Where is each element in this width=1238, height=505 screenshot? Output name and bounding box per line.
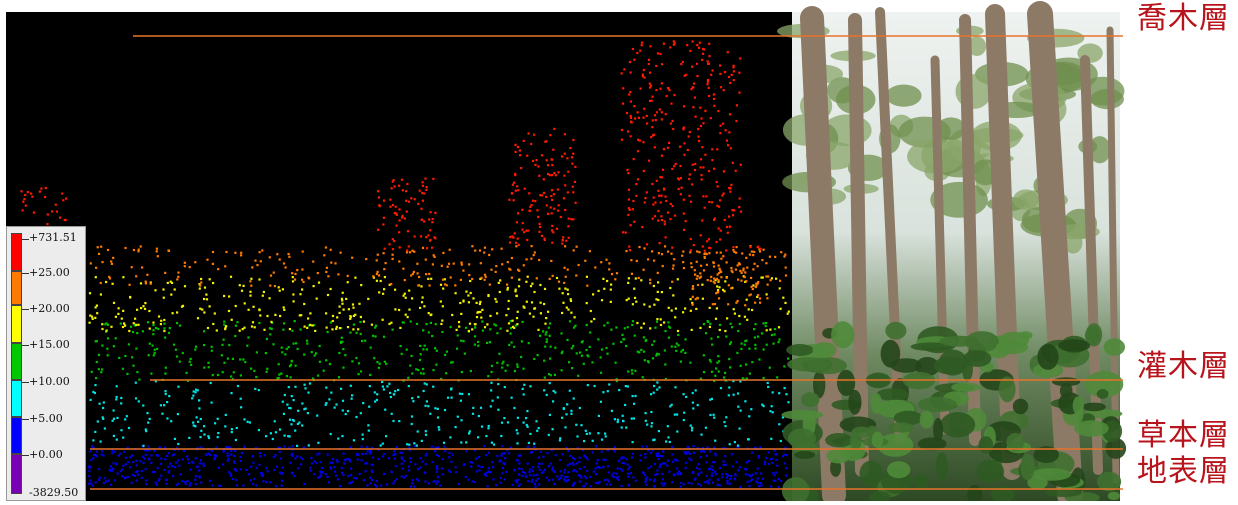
legend-label: +10.00 (29, 375, 70, 388)
legend-tick (22, 455, 29, 456)
legend-label: +25.00 (29, 266, 70, 279)
legend-tick (22, 419, 29, 420)
label-herb-layer: 草本層 (1137, 418, 1230, 453)
label-canopy-layer: 喬木層 (1137, 1, 1230, 36)
forest-photo (777, 1, 1127, 505)
height-color-legend: +731.51 +25.00 +20.00 +15.00 +10.00 +5.0… (6, 226, 86, 501)
legend-swatch-purple (11, 454, 22, 494)
legend-label: +0.00 (29, 448, 63, 461)
label-ground-layer: 地表層 (1137, 454, 1230, 489)
lidar-point-cloud (20, 40, 791, 489)
legend-swatch-cyan (11, 380, 22, 417)
legend-swatch-orange (11, 271, 22, 305)
legend-label: -3829.50 (29, 486, 79, 499)
legend-label: +20.00 (29, 302, 70, 315)
legend-tick (22, 309, 29, 310)
legend-swatch-blue (11, 417, 22, 454)
legend-tick (22, 345, 29, 346)
legend-swatch-green (11, 343, 22, 380)
legend-tick (22, 382, 29, 383)
legend-swatch-yellow (11, 305, 22, 343)
legend-label: +5.00 (29, 412, 63, 425)
legend-tick (22, 273, 29, 274)
label-shrub-layer: 灌木層 (1137, 349, 1230, 384)
lidar-scan-panel (6, 12, 792, 501)
layer-guide-lines (90, 35, 1123, 490)
legend-label: +731.51 (29, 231, 77, 244)
legend-tick (22, 239, 29, 240)
legend-swatch-red (11, 233, 22, 271)
legend-label: +15.00 (29, 338, 70, 351)
